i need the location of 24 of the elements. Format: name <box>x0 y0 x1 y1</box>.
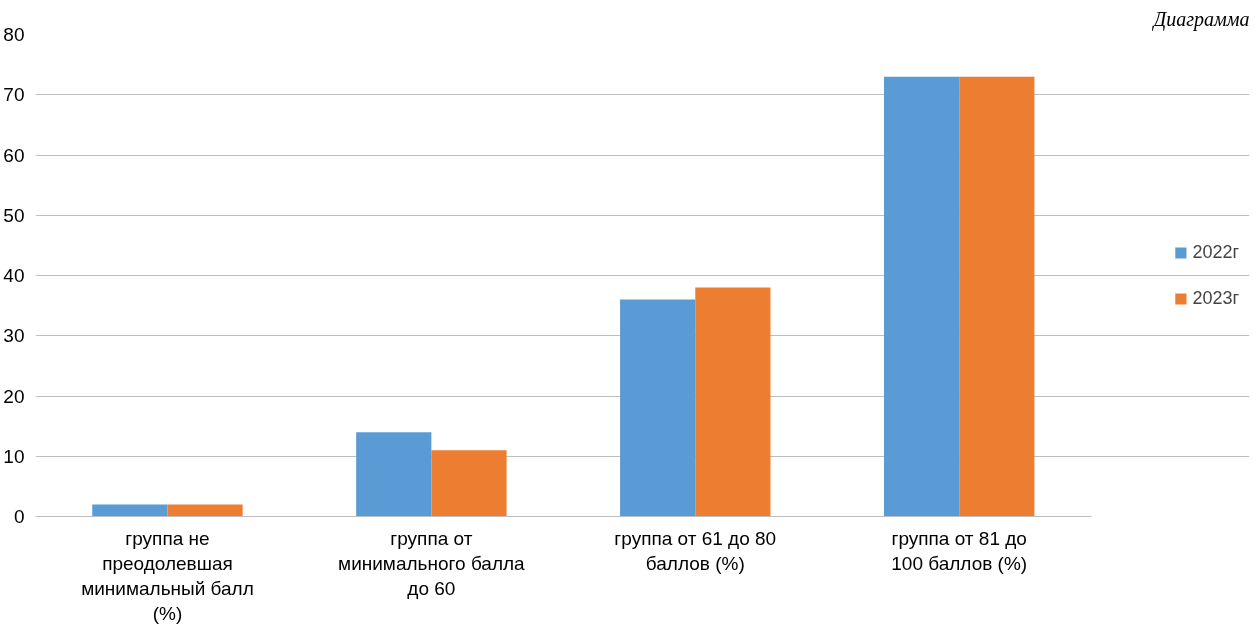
bar <box>356 432 432 517</box>
bar <box>167 504 243 517</box>
y-tick-label: 20 <box>3 385 25 407</box>
x-tick-label: группа от 61 до 80 баллов (%) <box>614 527 777 574</box>
bar <box>695 287 771 517</box>
chart-title: Диаграмма <box>1151 7 1250 31</box>
y-tick-label: 40 <box>3 265 25 286</box>
y-tick-label: 10 <box>3 445 25 467</box>
y-tick-label: 30 <box>3 325 25 347</box>
x-tick-label: группа не преодолевшая минимальный балл (%) <box>81 527 254 625</box>
y-tick-label: 70 <box>3 84 25 106</box>
legend-label: 2022г <box>1192 241 1239 263</box>
legend-label: 2023г <box>1192 287 1239 309</box>
x-tick-label: группа от минимального балла до 60 <box>338 527 526 599</box>
bar <box>620 299 696 517</box>
bar <box>883 76 960 517</box>
y-tick-label: 80 <box>3 24 25 45</box>
y-tick-label: 0 <box>13 506 25 527</box>
x-tick-label: группа от 81 до 100 баллов (%) <box>891 527 1028 574</box>
bar <box>959 76 1035 517</box>
bar <box>92 504 168 517</box>
y-tick-label: 60 <box>3 144 25 166</box>
bar <box>431 450 507 517</box>
y-tick-label: 50 <box>3 204 25 226</box>
